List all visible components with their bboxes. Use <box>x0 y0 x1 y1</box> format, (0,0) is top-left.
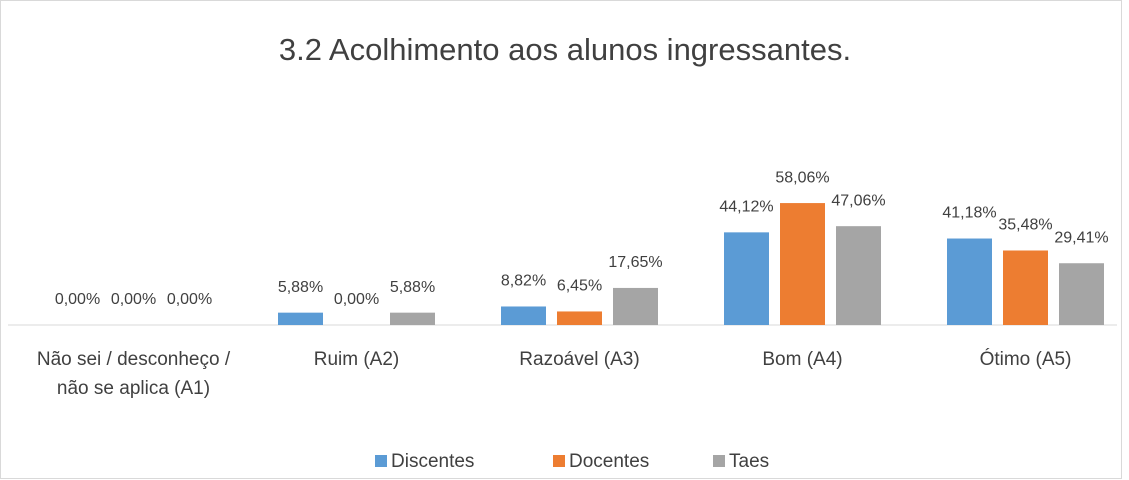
data-label: 0,00% <box>167 291 212 308</box>
data-label: 0,00% <box>111 291 156 308</box>
data-label: 0,00% <box>55 291 100 308</box>
data-label: 5,88% <box>278 279 323 296</box>
data-label: 5,88% <box>390 279 435 296</box>
x-tick-label: Ruim (A2) <box>313 349 400 370</box>
bar <box>1003 250 1048 325</box>
bar <box>836 226 881 325</box>
bar <box>390 312 435 325</box>
legend-label: Discentes <box>391 451 474 472</box>
x-tick-label: Ótimo (A5) <box>979 349 1072 370</box>
x-tick-label: Não sei / desconheço / não se aplica (A1… <box>36 349 231 399</box>
data-label: 41,18% <box>942 205 996 222</box>
bar <box>780 203 825 325</box>
data-label: 8,82% <box>501 273 546 290</box>
data-label: 29,41% <box>1054 229 1108 246</box>
bar <box>613 287 658 325</box>
bar <box>947 238 992 325</box>
bar <box>1059 263 1104 325</box>
legend-swatch <box>713 455 725 467</box>
legend-label: Docentes <box>569 451 649 472</box>
bar <box>501 306 546 325</box>
chart-title: 3.2 Acolhimento aos alunos ingressantes. <box>279 32 851 67</box>
data-label: 6,45% <box>557 278 602 295</box>
legend-label: Taes <box>729 451 769 472</box>
legend-swatch <box>553 455 565 467</box>
data-label: 47,06% <box>831 192 885 209</box>
data-label: 44,12% <box>719 199 773 216</box>
legend-swatch <box>375 455 387 467</box>
bar <box>724 232 769 325</box>
data-label: 35,48% <box>998 217 1052 234</box>
bar <box>557 311 602 325</box>
bar <box>278 312 323 325</box>
data-label: 17,65% <box>608 254 662 271</box>
data-label: 58,06% <box>775 169 829 186</box>
data-label: 0,00% <box>334 291 379 308</box>
x-tick-label: Razoável (A3) <box>519 349 640 370</box>
x-tick-label: Bom (A4) <box>762 349 843 370</box>
